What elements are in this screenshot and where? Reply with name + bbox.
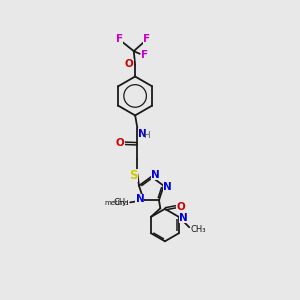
Text: methyl: methyl	[105, 200, 129, 206]
Text: H: H	[143, 131, 149, 140]
Text: F: F	[143, 34, 151, 44]
Text: N: N	[138, 129, 147, 139]
Text: O: O	[176, 202, 185, 212]
Text: N: N	[151, 170, 160, 180]
Text: N: N	[163, 182, 172, 192]
Text: O: O	[116, 138, 125, 148]
Text: F: F	[116, 34, 123, 44]
Text: CH₃: CH₃	[113, 198, 129, 207]
Text: N: N	[136, 194, 144, 204]
Text: O: O	[125, 59, 134, 69]
Text: S: S	[129, 169, 138, 182]
Text: F: F	[141, 50, 148, 60]
Text: N: N	[179, 212, 188, 223]
Text: CH₃: CH₃	[191, 225, 206, 234]
